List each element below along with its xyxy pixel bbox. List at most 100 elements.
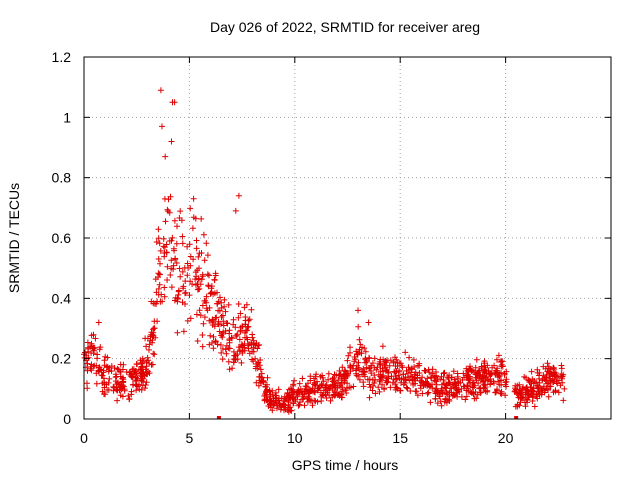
data-point bbox=[196, 307, 203, 314]
data-point bbox=[434, 400, 441, 407]
data-point bbox=[198, 250, 205, 256]
data-point bbox=[377, 356, 384, 363]
data-point bbox=[255, 382, 262, 389]
data-point bbox=[501, 370, 508, 377]
data-point bbox=[463, 393, 470, 400]
data-point bbox=[136, 386, 143, 393]
data-point bbox=[222, 308, 229, 315]
axis-ticks bbox=[83, 56, 611, 420]
data-point bbox=[313, 371, 320, 378]
data-point bbox=[412, 374, 419, 381]
data-point bbox=[502, 392, 509, 399]
data-point bbox=[481, 385, 488, 392]
data-point bbox=[137, 372, 144, 379]
data-point bbox=[138, 359, 145, 366]
data-point bbox=[212, 270, 219, 277]
data-point bbox=[218, 332, 225, 339]
data-point bbox=[186, 241, 193, 248]
data-point bbox=[384, 378, 391, 385]
data-point bbox=[269, 407, 276, 414]
data-point bbox=[338, 375, 345, 382]
gap-marker bbox=[514, 416, 519, 419]
data-point bbox=[465, 373, 472, 380]
data-point bbox=[241, 304, 248, 311]
data-point bbox=[173, 260, 180, 266]
data-point bbox=[261, 396, 268, 403]
data-point bbox=[180, 285, 186, 292]
data-point bbox=[254, 345, 261, 352]
data-point bbox=[192, 276, 199, 283]
data-point bbox=[318, 393, 325, 400]
data-point bbox=[296, 380, 303, 387]
data-point bbox=[290, 381, 297, 388]
data-point bbox=[88, 350, 95, 356]
data-point bbox=[530, 385, 537, 391]
data-point bbox=[375, 384, 382, 391]
data-point bbox=[454, 370, 461, 377]
data-point bbox=[358, 350, 365, 357]
data-point bbox=[424, 390, 431, 397]
data-point bbox=[486, 370, 493, 377]
y-tick-label: 0 bbox=[63, 411, 71, 427]
data-point bbox=[203, 299, 210, 306]
data-point bbox=[409, 373, 416, 380]
data-point bbox=[214, 341, 221, 348]
data-point bbox=[478, 363, 485, 370]
data-point bbox=[84, 385, 91, 392]
data-point bbox=[393, 356, 400, 363]
data-point bbox=[523, 384, 530, 391]
data-point bbox=[294, 393, 301, 400]
data-point bbox=[171, 99, 178, 106]
data-point bbox=[150, 300, 157, 307]
data-point bbox=[88, 332, 95, 339]
data-point bbox=[463, 365, 470, 372]
data-point bbox=[365, 319, 372, 326]
data-point bbox=[254, 360, 261, 367]
data-point bbox=[356, 336, 363, 343]
data-point bbox=[199, 332, 206, 338]
data-point bbox=[311, 381, 318, 388]
data-point bbox=[242, 317, 249, 324]
data-point bbox=[368, 370, 375, 377]
data-point bbox=[363, 359, 370, 365]
data-point bbox=[374, 364, 381, 371]
data-point bbox=[205, 283, 212, 290]
y-tick-label: 0.4 bbox=[52, 290, 72, 306]
data-point bbox=[448, 385, 455, 392]
data-point bbox=[383, 379, 390, 386]
data-point bbox=[96, 346, 103, 353]
data-point bbox=[503, 383, 510, 390]
data-point bbox=[484, 388, 491, 395]
data-point bbox=[117, 361, 124, 368]
data-point bbox=[370, 383, 377, 389]
data-point bbox=[403, 384, 410, 391]
data-point bbox=[117, 384, 124, 391]
data-point bbox=[331, 371, 338, 378]
data-point bbox=[325, 370, 332, 377]
data-point bbox=[200, 320, 207, 327]
data-point bbox=[160, 235, 167, 242]
data-point bbox=[287, 404, 294, 411]
data-point bbox=[281, 407, 287, 414]
data-point bbox=[344, 357, 351, 364]
data-point bbox=[174, 329, 181, 336]
data-point bbox=[155, 270, 162, 277]
data-point bbox=[168, 284, 175, 291]
data-point bbox=[164, 277, 171, 283]
data-point bbox=[206, 272, 212, 279]
data-point bbox=[162, 218, 169, 225]
data-point bbox=[548, 371, 555, 377]
data-point bbox=[558, 371, 565, 378]
data-point bbox=[262, 383, 269, 390]
data-point bbox=[120, 374, 126, 381]
data-point bbox=[155, 235, 162, 242]
data-point bbox=[164, 206, 171, 213]
data-point bbox=[529, 391, 535, 398]
data-point bbox=[248, 306, 255, 313]
data-point bbox=[327, 383, 334, 390]
data-point bbox=[496, 373, 503, 380]
data-point bbox=[360, 383, 367, 390]
data-point bbox=[525, 388, 532, 395]
data-point bbox=[338, 394, 345, 401]
data-point bbox=[473, 377, 480, 384]
